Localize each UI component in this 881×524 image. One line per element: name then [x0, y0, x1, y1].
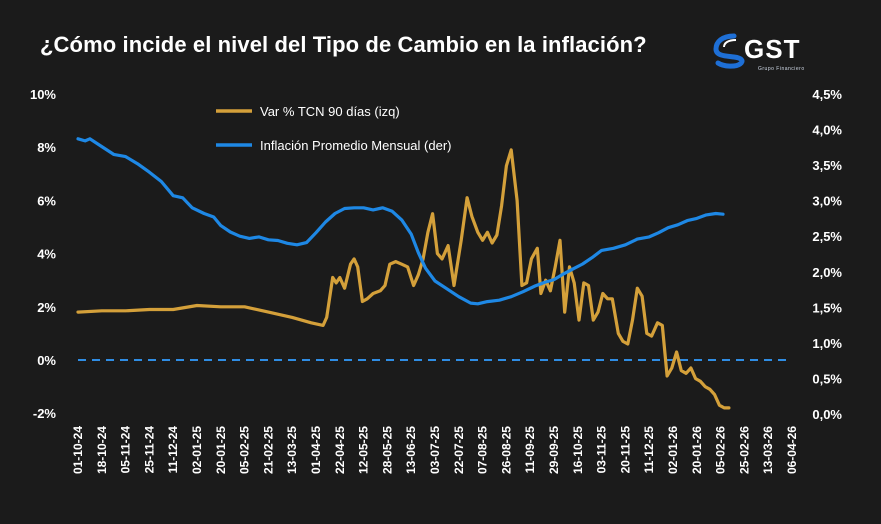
x-tick-label: 20-11-25	[618, 426, 632, 474]
y-right-tick-label: 3,0%	[812, 194, 842, 209]
x-tick-label: 21-02-25	[261, 426, 275, 474]
gst-logo	[713, 33, 745, 69]
x-tick-label: 22-04-25	[333, 426, 347, 474]
y-left-tick-label: -2%	[33, 406, 57, 421]
y-right-tick-label: 4,0%	[812, 123, 842, 138]
x-tick-label: 13-06-25	[404, 426, 418, 474]
x-tick-label: 22-07-25	[452, 426, 466, 474]
x-tick-label: 29-09-25	[547, 426, 561, 474]
y-right-tick-label: 1,0%	[812, 336, 842, 351]
x-tick-label: 26-08-25	[499, 426, 513, 474]
y-left-tick-label: 4%	[37, 247, 56, 262]
x-tick-label: 07-08-25	[476, 426, 490, 474]
x-tick-label: 25-02-26	[737, 426, 751, 474]
x-tick-label: 05-02-26	[714, 426, 728, 474]
y-right-tick-label: 0,0%	[812, 407, 842, 422]
series-line-tcn	[76, 148, 731, 410]
chart-title: ¿Cómo incide el nivel del Tipo de Cambio…	[40, 32, 647, 57]
x-tick-label: 13-03-26	[761, 426, 775, 474]
y-left-tick-label: 8%	[37, 140, 56, 155]
x-tick-label: 01-10-24	[71, 426, 85, 474]
y-right-tick-label: 1,5%	[812, 300, 842, 315]
x-tick-label: 20-01-26	[690, 426, 704, 474]
x-tick-label: 20-01-25	[214, 426, 228, 474]
y-left-tick-label: 2%	[37, 300, 56, 315]
x-tick-label: 06-04-26	[785, 426, 799, 474]
y-right-tick-label: 4,5%	[812, 87, 842, 102]
x-tick-label: 03-11-25	[595, 426, 609, 474]
series-line-inflacion	[76, 137, 725, 306]
logo-subtitle: Grupo Financiero	[758, 66, 805, 72]
x-tick-label: 03-07-25	[428, 426, 442, 474]
y-left-tick-label: 10%	[30, 87, 56, 102]
legend-label: Inflación Promedio Mensual (der)	[260, 138, 451, 153]
x-tick-label: 02-01-26	[666, 426, 680, 474]
x-tick-label: 16-10-25	[571, 426, 585, 474]
y-left-tick-label: 0%	[37, 353, 56, 368]
x-tick-label: 05-02-25	[238, 426, 252, 474]
x-tick-label: 11-12-25	[642, 426, 656, 474]
x-tick-label: 18-10-24	[95, 426, 109, 474]
x-tick-label: 12-05-25	[357, 426, 371, 474]
x-tick-label: 11-09-25	[523, 426, 537, 474]
legend-label: Var % TCN 90 días (izq)	[260, 104, 400, 119]
logo-text: GST	[744, 34, 801, 64]
y-right-tick-label: 3,5%	[812, 158, 842, 173]
x-tick-label: 01-04-25	[309, 426, 323, 474]
y-right-tick-label: 2,0%	[812, 265, 842, 280]
y-right-tick-label: 0,5%	[812, 371, 842, 386]
x-tick-label: 25-11-24	[142, 426, 156, 474]
y-right-tick-label: 2,5%	[812, 229, 842, 244]
x-tick-label: 02-01-25	[190, 426, 204, 474]
y-left-tick-label: 6%	[37, 193, 56, 208]
x-tick-label: 28-05-25	[380, 426, 394, 474]
x-tick-label: 11-12-24	[166, 426, 180, 474]
x-tick-label: 13-03-25	[285, 426, 299, 474]
x-tick-label: 05-11-24	[119, 426, 133, 474]
